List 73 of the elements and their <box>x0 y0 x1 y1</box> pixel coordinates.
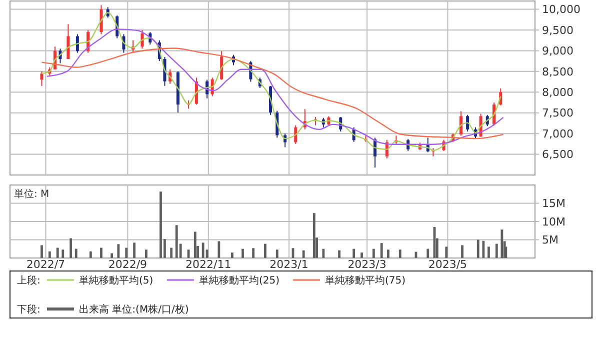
bar <box>170 248 173 258</box>
bar <box>194 232 196 258</box>
bar <box>461 245 464 258</box>
bar <box>175 225 178 258</box>
x-tick-label: 2022/9 <box>108 258 148 271</box>
bar <box>62 250 64 258</box>
bar <box>312 213 316 258</box>
y-tick-label: 7,500 <box>542 106 574 120</box>
line-series <box>41 48 504 140</box>
bar <box>160 192 162 258</box>
candlestick <box>294 124 298 144</box>
bar <box>445 246 448 258</box>
bar <box>380 243 383 258</box>
y-tick-label: 5M <box>542 234 558 247</box>
bar <box>302 250 305 258</box>
bar <box>482 240 485 258</box>
y-tick-label: 6,500 <box>542 148 574 162</box>
bar <box>56 248 59 258</box>
bar <box>48 251 51 258</box>
y-tick-label: 8,000 <box>542 86 574 99</box>
bar <box>202 242 204 258</box>
y-tick-label: 15M <box>542 197 566 210</box>
y-tick-label: 9,500 <box>542 24 574 37</box>
bar <box>264 244 266 258</box>
legend-title: 上段: <box>17 274 40 286</box>
bar <box>242 248 244 258</box>
y-tick-label: 10,000 <box>542 3 580 16</box>
bar <box>495 244 498 258</box>
bar <box>125 248 128 258</box>
bar <box>218 241 220 258</box>
x-tick-label: 2022/11 <box>186 258 232 271</box>
bar <box>100 248 102 258</box>
bar <box>488 246 490 258</box>
legend-title: 下段: <box>17 304 40 316</box>
bar <box>387 250 390 258</box>
x-tick-label: 2023/3 <box>348 258 386 271</box>
legend-label: 単純移動平均(25) <box>199 274 280 286</box>
x-tick-label: 2022/7 <box>26 258 66 271</box>
bar <box>500 230 504 258</box>
bar <box>74 248 78 258</box>
bar <box>230 252 234 258</box>
bar <box>322 248 325 258</box>
candlestick <box>40 70 44 86</box>
candlestick <box>76 34 79 54</box>
x-tick-label: 2023/5 <box>428 258 468 271</box>
bar <box>145 250 148 258</box>
bar <box>110 253 114 258</box>
legend-label: 単純移動平均(75) <box>325 274 406 286</box>
bar <box>360 252 363 258</box>
candlestick <box>66 24 70 60</box>
legend-label: 出来高 単位:(M株/口/枚) <box>79 304 189 316</box>
bar <box>70 238 72 258</box>
bar <box>133 242 136 258</box>
bar <box>252 248 255 258</box>
bar <box>352 248 356 258</box>
y-tick-label: 8,500 <box>542 65 574 78</box>
bar <box>398 250 402 258</box>
bar <box>426 248 430 258</box>
bar <box>40 245 43 258</box>
bar <box>372 248 375 258</box>
bar <box>276 250 278 258</box>
candlestick <box>459 110 462 136</box>
y-tick-label: 9,000 <box>542 44 574 58</box>
annotation: 単位: M <box>14 188 50 200</box>
bar <box>117 244 120 258</box>
y-tick-label: 7,000 <box>542 127 574 140</box>
bar <box>338 250 340 258</box>
x-tick-label: 2023/1 <box>270 258 308 271</box>
y-tick-label: 10M <box>542 215 566 228</box>
bar <box>89 251 92 258</box>
bar <box>476 240 480 258</box>
candlestick <box>466 114 470 132</box>
legend-label: 単純移動平均(5) <box>79 274 154 286</box>
